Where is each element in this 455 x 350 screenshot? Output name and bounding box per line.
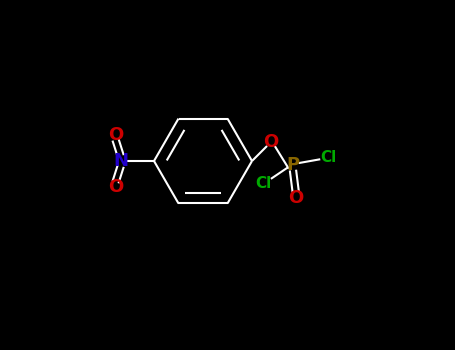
Text: P: P [286,155,299,174]
Text: O: O [108,126,123,144]
Text: O: O [263,133,279,151]
Text: O: O [108,178,123,196]
Text: N: N [113,152,128,170]
Text: O: O [288,189,303,207]
Text: Cl: Cl [320,150,336,165]
Text: Cl: Cl [255,176,271,191]
